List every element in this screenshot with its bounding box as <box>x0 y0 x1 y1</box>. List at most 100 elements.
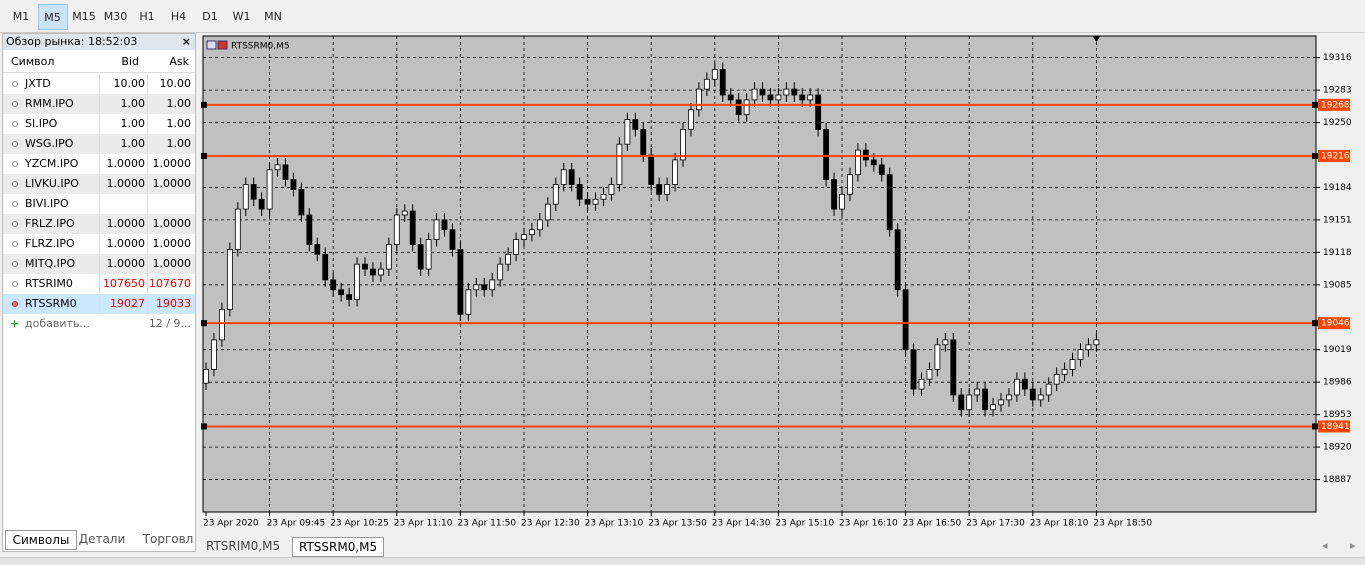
x-tick-label: 23 Apr 14:30 <box>712 519 771 529</box>
column-header[interactable]: Символ <box>11 55 55 68</box>
candle-body <box>703 78 710 90</box>
scroll-right[interactable]: ▸ <box>1350 539 1356 552</box>
status-icon <box>12 301 18 307</box>
symbol-row[interactable]: SI.IPO 1.00 1.00 <box>3 114 195 134</box>
candle-body <box>974 388 981 396</box>
symbol: BIVI.IPO <box>25 197 69 210</box>
symbol-row[interactable]: FLRZ.IPO 1.0000 1.0000 <box>3 234 195 254</box>
candle-body <box>592 198 599 205</box>
candle-body <box>218 309 225 341</box>
panel-tab[interactable]: Символы <box>5 530 77 550</box>
candle-body <box>282 164 289 180</box>
symbol: JXTD <box>25 77 51 90</box>
panel-tab[interactable]: Торговл <box>142 532 194 546</box>
toolbar: M1 M5 M15 M30 H1 H4 D1 W1 MN <box>0 0 1365 33</box>
chart: 19316 19283 19250 19184 19151 19118 19085 19019… <box>198 33 1365 536</box>
candle-body <box>1006 394 1012 401</box>
candle-body <box>958 394 965 411</box>
column-header[interactable]: Ask <box>169 55 189 68</box>
x-tick-label: 23 Apr 18:50 <box>1093 519 1152 529</box>
timeframe-button[interactable]: M1 <box>12 10 30 23</box>
bid: 107650 <box>103 277 145 290</box>
y-tick-label: 19019 <box>1323 345 1352 355</box>
shift-marker <box>1092 36 1101 42</box>
candle-body <box>688 109 694 130</box>
candle-body <box>489 279 496 291</box>
y-tick-label: 19250 <box>1323 118 1352 128</box>
symbol-row[interactable]: BIVI.IPO <box>3 194 195 214</box>
candle-body <box>242 184 249 210</box>
chart-tab[interactable]: RTSSRM0,M5 <box>292 537 385 557</box>
ask: 1.0000 <box>152 217 192 230</box>
timeframe-button[interactable]: H1 <box>139 10 155 23</box>
level-label: 19216 <box>1321 151 1350 161</box>
level-handle <box>201 320 207 327</box>
bid: 1.00 <box>120 97 146 110</box>
candle-body <box>894 229 901 291</box>
status-icon <box>12 261 18 267</box>
candle-body <box>767 94 774 101</box>
candle-body <box>203 368 209 384</box>
symbol: RTSRIM0 <box>25 277 73 290</box>
bid: 1.0000 <box>106 257 146 270</box>
status-icon <box>12 101 18 107</box>
ask: 107670 <box>149 277 191 290</box>
candle-body <box>513 239 519 255</box>
candle-body <box>322 253 329 281</box>
candle-body <box>568 169 575 185</box>
candle-body <box>465 289 472 315</box>
timeframe-button[interactable]: MN <box>264 10 282 23</box>
candle-body <box>656 184 663 195</box>
candle-body <box>926 368 933 380</box>
candle-body <box>878 164 885 176</box>
status-icon <box>12 161 18 167</box>
timeframe-button[interactable]: M15 <box>72 10 96 23</box>
timeframe-button[interactable]: H4 <box>170 10 187 23</box>
y-tick-label: 19184 <box>1323 183 1352 193</box>
symbol: SI.IPO <box>25 117 58 130</box>
candle-body <box>401 210 408 216</box>
scroll-left[interactable]: ◂ <box>1322 539 1328 552</box>
timeframe-button[interactable]: M5 <box>37 4 68 30</box>
candle-body <box>544 203 551 221</box>
panel-tab[interactable]: Детали <box>78 532 126 546</box>
timeframe-button[interactable]: M30 <box>103 10 128 23</box>
column-header[interactable]: Bid <box>121 55 139 68</box>
y-tick-label: 18887 <box>1323 475 1352 485</box>
y-tick-label: 18920 <box>1323 443 1352 453</box>
timeframe-button[interactable]: D1 <box>202 10 218 23</box>
candle-body <box>226 249 233 310</box>
y-tick-label: 18986 <box>1323 378 1352 388</box>
symbol-row[interactable]: RTSRIM0 107650 107670 <box>3 274 195 294</box>
y-tick-label: 19085 <box>1323 280 1352 290</box>
add-row[interactable]: + добавить... 12 / 9... <box>3 314 195 334</box>
x-tick-label: 23 Apr 12:30 <box>521 519 580 529</box>
close-button[interactable]: × <box>181 35 191 48</box>
candle-body <box>982 388 988 411</box>
candle-body <box>942 339 949 346</box>
symbol-row[interactable]: MITQ.IPO 1.0000 1.0000 <box>3 254 195 274</box>
candle-body <box>362 263 368 270</box>
symbol-row[interactable]: JXTD 10.00 10.00 <box>3 74 195 94</box>
timeframe-button[interactable]: W1 <box>232 10 251 23</box>
status-icon <box>12 121 18 127</box>
chart-tab[interactable]: RTSRIM0,M5 <box>206 539 281 553</box>
col-sep <box>147 274 148 294</box>
symbol-row[interactable]: WSG.IPO 1.00 1.00 <box>3 134 195 154</box>
col-sep <box>147 294 148 314</box>
level-handle <box>1312 320 1318 327</box>
symbol-row[interactable]: FRLZ.IPO 1.0000 1.0000 <box>3 214 195 234</box>
symbol-row[interactable]: LIVKU.IPO 1.0000 1.0000 <box>3 174 195 194</box>
candle-body <box>1014 378 1020 396</box>
symbol-row[interactable]: RMM.IPO 1.00 1.00 <box>3 94 195 114</box>
symbol-row[interactable]: RTSSRM0 19027 19033 <box>3 294 195 314</box>
level-handle <box>1312 101 1318 108</box>
symbol-row[interactable]: YZCM.IPO 1.0000 1.0000 <box>3 154 195 174</box>
ask: 19033 <box>156 297 191 310</box>
symbol-count: 12 / 9... <box>148 317 191 330</box>
x-tick-label: 23 Apr 09:45 <box>267 519 326 529</box>
candle-body <box>529 229 535 236</box>
candle-body <box>632 119 639 130</box>
candle-body <box>1045 383 1052 396</box>
table-header: Символ Bid Ask <box>3 52 195 73</box>
